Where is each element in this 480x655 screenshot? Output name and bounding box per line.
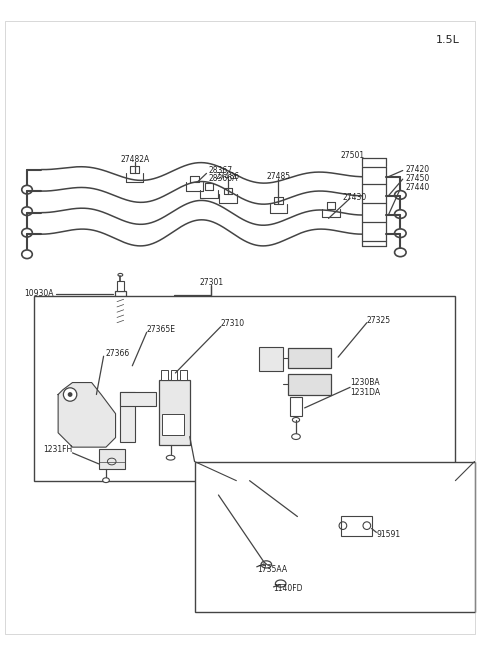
Text: 27420: 27420: [405, 165, 429, 174]
Bar: [120, 392, 156, 407]
Ellipse shape: [395, 191, 406, 199]
Polygon shape: [58, 383, 116, 447]
Text: 27430: 27430: [343, 193, 367, 202]
Bar: [288, 375, 331, 394]
Bar: [170, 369, 177, 380]
Ellipse shape: [395, 210, 406, 218]
Ellipse shape: [68, 392, 72, 397]
Text: 27365E: 27365E: [147, 326, 176, 335]
Ellipse shape: [22, 229, 32, 237]
Bar: [158, 380, 190, 445]
Bar: [180, 369, 187, 380]
Text: 27485: 27485: [266, 172, 290, 181]
Bar: [162, 414, 184, 435]
Bar: [288, 348, 331, 368]
Ellipse shape: [118, 273, 123, 276]
Ellipse shape: [166, 455, 175, 460]
Text: 91591: 91591: [376, 530, 400, 539]
Text: 27366: 27366: [106, 349, 130, 358]
Bar: [194, 462, 475, 612]
Text: 27301: 27301: [199, 278, 223, 286]
Text: 28367: 28367: [209, 166, 233, 175]
Bar: [120, 392, 135, 442]
Text: 1230BA: 1230BA: [350, 378, 380, 387]
Ellipse shape: [395, 229, 406, 238]
Text: 27440: 27440: [405, 183, 430, 193]
Ellipse shape: [395, 248, 406, 257]
Bar: [161, 369, 168, 380]
Bar: [117, 280, 124, 291]
Text: 27325: 27325: [367, 316, 391, 325]
Bar: [340, 515, 372, 536]
Bar: [34, 297, 456, 481]
Text: 27310: 27310: [221, 319, 245, 328]
Ellipse shape: [261, 561, 272, 568]
Text: 27501: 27501: [340, 151, 364, 160]
Text: 10930A: 10930A: [24, 290, 53, 299]
Bar: [290, 397, 302, 416]
Text: 1231DA: 1231DA: [350, 388, 380, 397]
Bar: [259, 346, 283, 371]
Text: 1231FH: 1231FH: [43, 445, 72, 454]
Ellipse shape: [22, 250, 32, 259]
Text: 1.5L: 1.5L: [436, 35, 460, 45]
Text: 27482A: 27482A: [120, 155, 149, 164]
Ellipse shape: [22, 207, 32, 215]
Text: 27450: 27450: [405, 174, 430, 183]
Ellipse shape: [103, 477, 109, 483]
Ellipse shape: [292, 434, 300, 440]
Bar: [115, 291, 126, 299]
Text: 1140FD: 1140FD: [274, 584, 303, 593]
Text: 28366A: 28366A: [209, 174, 238, 183]
Bar: [99, 449, 125, 469]
Text: 1735AA: 1735AA: [257, 565, 287, 574]
Ellipse shape: [276, 580, 286, 587]
Text: 27486: 27486: [216, 172, 240, 181]
Ellipse shape: [22, 185, 32, 194]
Bar: [117, 299, 124, 323]
Ellipse shape: [63, 388, 77, 402]
Ellipse shape: [292, 417, 300, 422]
